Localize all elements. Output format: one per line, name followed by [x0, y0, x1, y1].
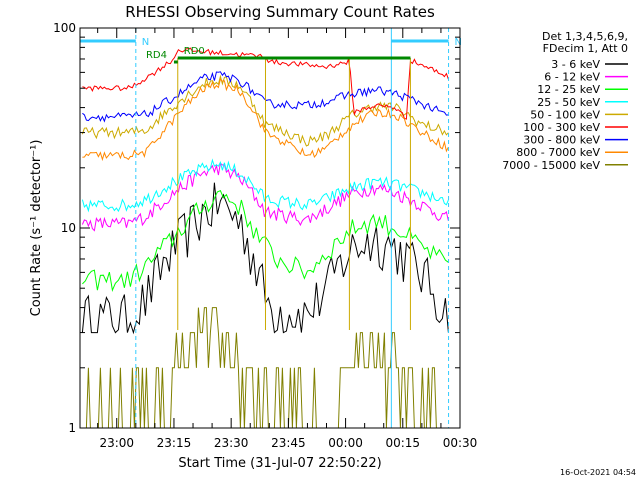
x-tick-label: 23:00: [99, 436, 134, 450]
legend-label: 25 - 50 keV: [537, 96, 600, 109]
decimation-label-rd4: RD4: [146, 50, 167, 61]
legend-label: 3 - 6 keV: [551, 58, 600, 71]
night-period-label: N: [142, 37, 149, 48]
x-tick-label: 00:00: [328, 436, 363, 450]
legend: Det 1,3,4,5,6,9, FDecim 1, Att 0 3 - 6 k…: [502, 30, 628, 172]
legend-label: 12 - 25 keV: [537, 83, 600, 96]
decimation-label-rd0: RD0: [184, 46, 205, 57]
legend-label: 7000 - 15000 keV: [502, 159, 600, 172]
generation-timestamp: 16-Oct-2021 04:54: [560, 468, 636, 477]
night-period-label: N: [455, 37, 462, 48]
x-tick-label: 23:45: [271, 436, 306, 450]
legend-header-line-1: Det 1,3,4,5,6,9,: [542, 30, 628, 43]
y-axis-label: Count Rate (s⁻¹ detector⁻¹): [29, 140, 44, 317]
legend-label: 800 - 7000 keV: [516, 146, 600, 159]
series-line-9: [82, 307, 449, 429]
x-tick-label: 00:30: [443, 436, 478, 450]
legend-label: 50 - 100 keV: [530, 108, 600, 121]
y-tick-label: 1: [68, 421, 76, 435]
chart-title: RHESSI Observing Summary Count Rates: [125, 3, 435, 21]
x-tick-label: 00:15: [385, 436, 420, 450]
axis-layer: 1 10 100 23:00 23:15 23:30 23:45 00:00 00:15 00:3…: [53, 21, 477, 450]
legend-label: 300 - 800 keV: [523, 134, 600, 147]
legend-header-line-2: FDecim 1, Att 0: [543, 42, 628, 55]
y-tick-label: 100: [53, 21, 76, 35]
y-tick-label: 10: [61, 221, 76, 235]
x-axis-label: Start Time (31-Jul-07 22:50:22): [178, 456, 381, 471]
x-tick-label: 23:15: [157, 436, 192, 450]
legend-label: 6 - 12 keV: [544, 71, 600, 84]
x-tick-label: 23:30: [214, 436, 249, 450]
legend-label: 100 - 300 keV: [523, 121, 600, 134]
